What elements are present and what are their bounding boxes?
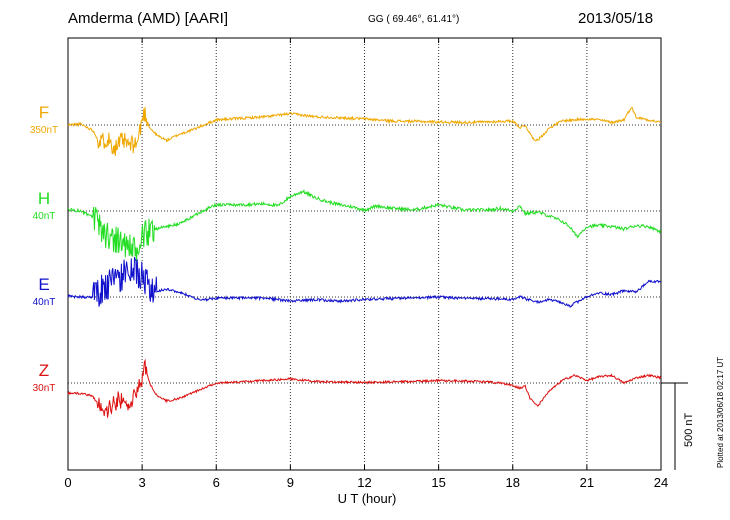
series-scale-f: 350nT: [30, 125, 58, 136]
series-scale-e: 40nT: [33, 297, 56, 308]
scale-bar-label: 500 nT: [683, 412, 695, 447]
x-tick-label: 6: [213, 475, 220, 490]
x-tick-label: 21: [580, 475, 594, 490]
x-tick-label: 3: [139, 475, 146, 490]
x-tick-label: 24: [654, 475, 668, 490]
x-tick-label: 12: [357, 475, 371, 490]
series-scale-h: 40nT: [33, 211, 56, 222]
x-tick-label: 9: [287, 475, 294, 490]
x-tick-label: 18: [506, 475, 520, 490]
x-axis-label: U T (hour): [338, 491, 397, 506]
series-line-f: [67, 106, 661, 157]
series-name-e: E: [38, 275, 49, 294]
series-name-z: Z: [39, 361, 49, 380]
series-line-z: [67, 358, 662, 418]
geographic-coordinates: GG ( 69.46°, 61.41°): [368, 14, 460, 25]
x-tick-label: 0: [64, 475, 71, 490]
plotted-note: Plotted at 2013/06/18 02:17 UT: [716, 357, 725, 468]
scale-bar: 500 nT: [661, 382, 695, 470]
series-name-h: H: [38, 189, 50, 208]
label-layer: F 350nT H 40nT E 40nT Z 30nT: [30, 103, 58, 394]
grid-layer: [68, 38, 661, 470]
series-line-h: [67, 188, 662, 263]
station-title: Amderma (AMD) [AARI]: [68, 10, 229, 27]
series-layer: [67, 106, 662, 418]
series-name-f: F: [39, 103, 49, 122]
series-line-e: [67, 256, 661, 309]
series-scale-z: 30nT: [33, 383, 56, 394]
x-tick-label: 15: [431, 475, 445, 490]
plot-date: 2013/05/18: [578, 10, 654, 27]
x-axis: 0 3 6 9 12 15 18 21 24: [64, 38, 668, 490]
